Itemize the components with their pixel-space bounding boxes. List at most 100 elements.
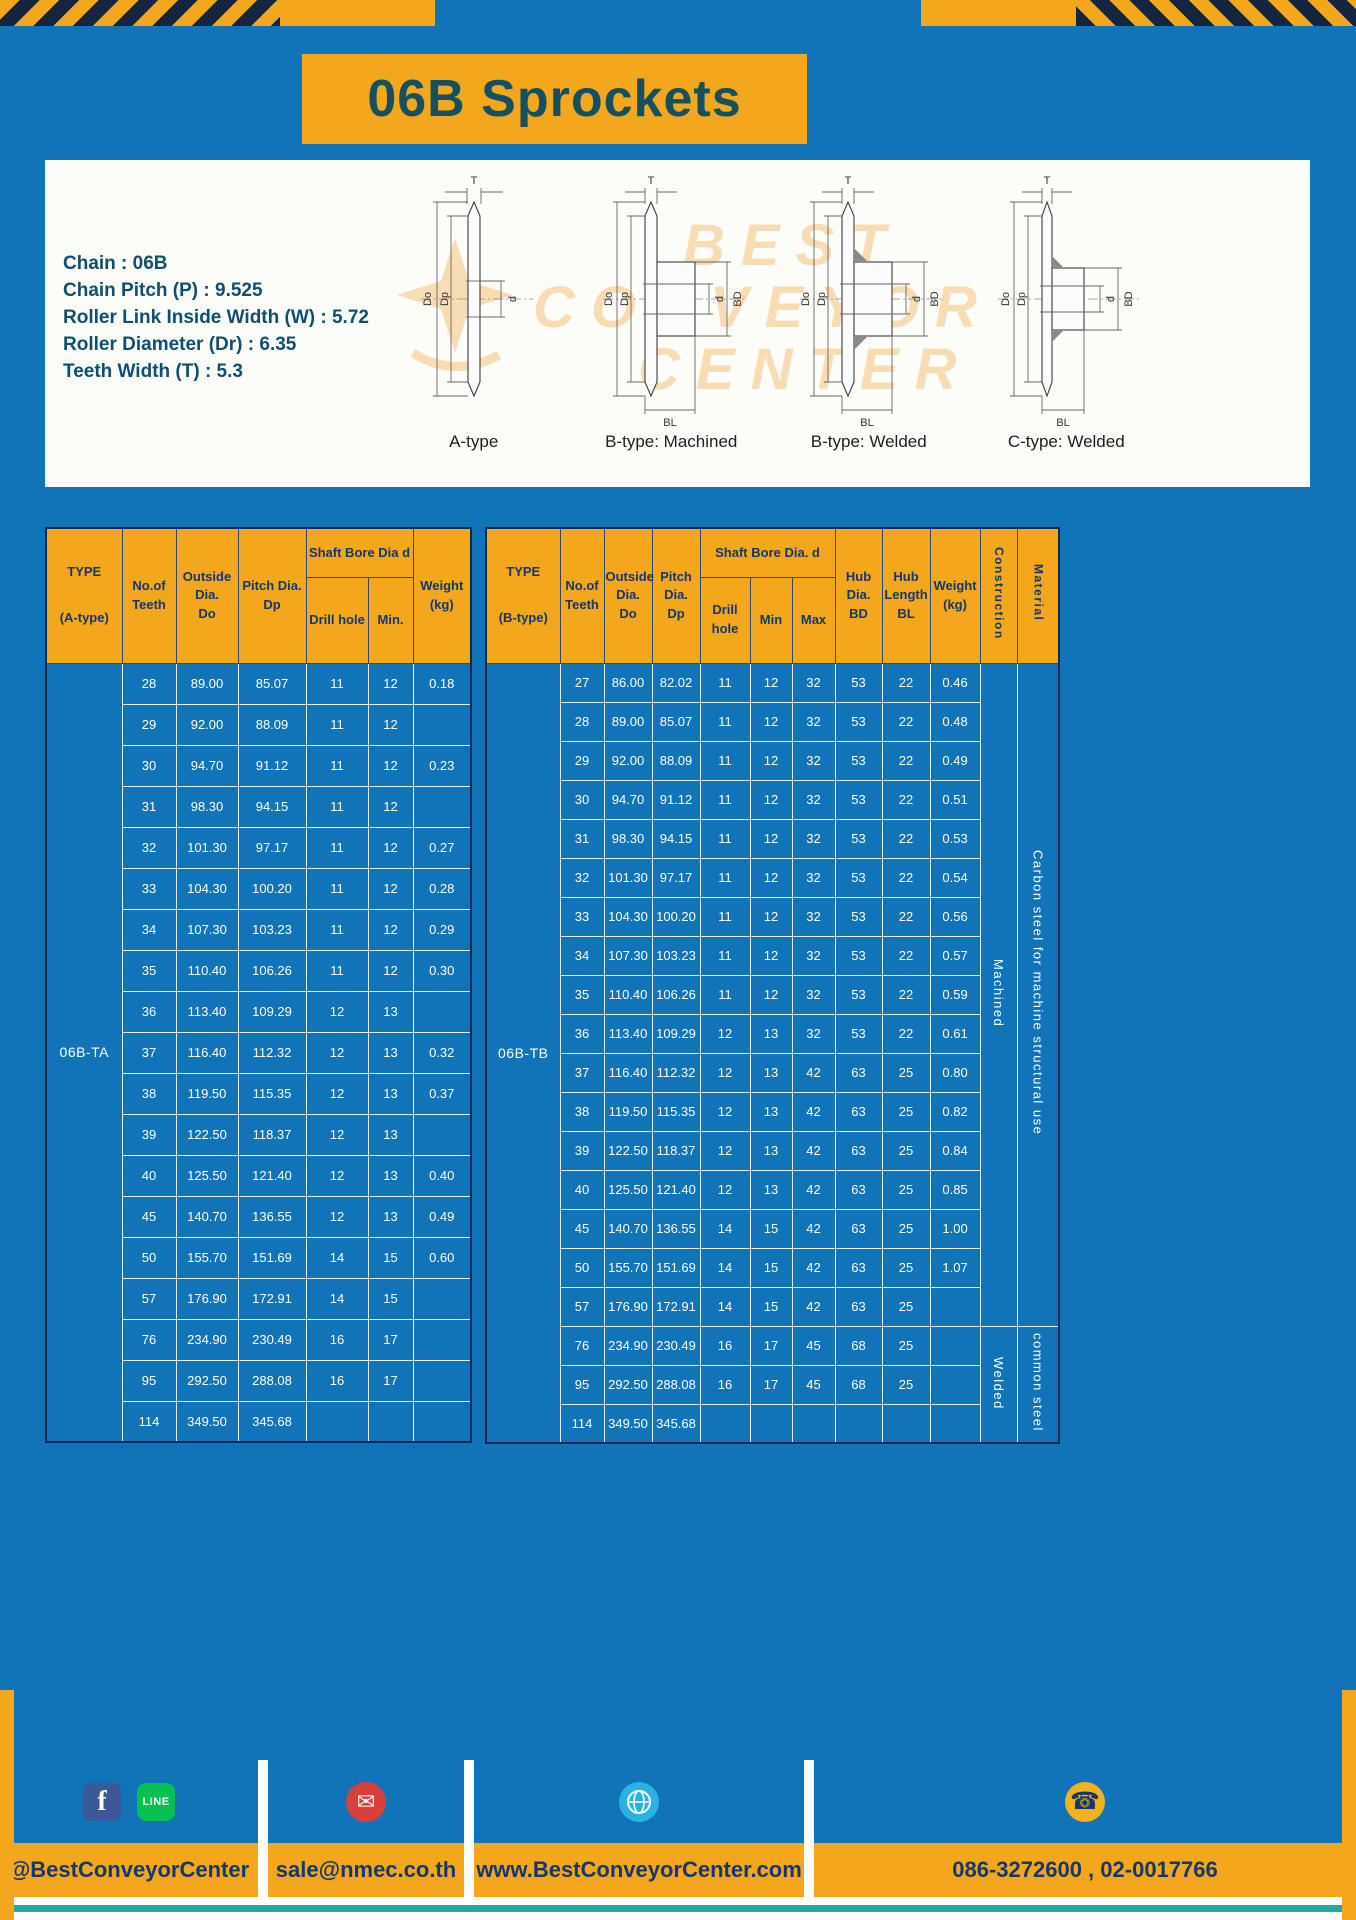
table-cell: 63 [834,1286,883,1327]
table-cell: 103.23 [651,935,701,976]
table-row: 31 98.30 94.15 11 12 [46,785,472,828]
footer: f LINE @BestConveyorCenter ✉ sale@nmec.c… [0,1760,1356,1897]
table-cell: 22 [881,740,931,781]
social-handle[interactable]: @BestConveyorCenter [8,1857,250,1882]
table-cell: 12 [749,662,793,703]
table-cell: 151.69 [651,1247,701,1288]
table-cell: 91.12 [651,779,701,820]
table-cell: 13 [367,1154,414,1197]
table-cell: 14 [699,1247,751,1288]
table-cell: 110.40 [175,949,239,992]
table-cell: 11 [699,935,751,976]
svg-text:d: d [1105,296,1117,302]
spec-line-pitch: Chain Pitch (P) : 9.525 [63,280,263,301]
table-cell: 97.17 [651,857,701,898]
footer-icons-social: f LINE [0,1760,258,1843]
table-cell: 50 [559,1247,605,1288]
facebook-icon[interactable]: f [83,1782,121,1821]
span-cell: Machined [979,662,1018,1327]
email-address[interactable]: sale@nmec.co.th [275,1857,457,1882]
table-cell: 0.29 [412,908,472,951]
table-cell: 91.12 [237,744,307,787]
table-cell: 0.48 [929,701,981,742]
table-cell: 116.40 [175,1031,239,1074]
table-b-body: 06B-TB 27 86.00 82.02 11 12 32 53 22 0.46 Machined… [485,662,1060,1444]
table-cell [412,703,472,746]
table-cell: 12 [367,908,414,951]
website-url[interactable]: www.BestConveyorCenter.com [476,1857,802,1882]
spec-panel: BEST CONVEYOR CENTER Chain : 06B Chain P… [45,160,1310,487]
table-row: 35 110.40 106.26 11 12 32 53 22 0.59 [486,974,1059,1015]
globe-icon[interactable] [619,1781,659,1822]
col-header-construction: Construction [979,527,1018,664]
table-cell: 101.30 [603,857,653,898]
svg-text:BL: BL [663,417,676,429]
table-cell: 94.70 [603,779,653,820]
table-cell: 12 [749,701,793,742]
table-row: 45 140.70 136.55 14 15 42 63 25 1.00 [486,1208,1059,1249]
svg-text:Dp: Dp [816,292,828,306]
table-cell: 12 [367,785,414,828]
table-cell: 0.49 [929,740,981,781]
table-b-type: TYPE (B-type) No.of Teeth Outside Dia. D… [485,527,1061,1445]
col-header-type: TYPE (B-type) [485,527,561,664]
svg-text:Dp: Dp [439,292,451,306]
figure-b-type-welded: T Do Dp d BD [770,168,968,483]
table-cell: 22 [881,974,931,1015]
b-type-welded-drawing: T Do Dp d BD [800,175,945,429]
table-cell: 14 [305,1277,369,1320]
email-icon[interactable]: ✉ [346,1781,386,1822]
col-header-hub-length: Hub Length BL [881,527,931,664]
table-row: 40 125.50 121.40 12 13 0.40 [46,1154,472,1197]
line-icon[interactable]: LINE [137,1782,175,1821]
table-row: 06B-TB 27 86.00 82.02 11 12 32 53 22 0.46 Machined… [485,662,1060,1444]
col-header-teeth: No.of Teeth [559,527,605,664]
spec-line-chain: Chain : 06B [63,253,168,274]
table-row: 114 349.50 345.68 [486,1403,1059,1444]
table-cell: 32 [559,857,605,898]
table-cell: 63 [834,1052,883,1093]
table-cell: 32 [791,740,836,781]
phone-icon[interactable]: ☎ [1065,1781,1105,1822]
table-cell: 112.32 [651,1052,701,1093]
table-row: 40 125.50 121.40 12 13 42 63 25 0.85 [486,1169,1059,1210]
table-cell: 104.30 [175,867,239,910]
col-header-weight: Weight (kg) [412,527,472,664]
table-cell: 76 [559,1325,605,1366]
table-cell: 42 [791,1130,836,1171]
table-cell: 0.40 [412,1154,472,1197]
table-cell: 13 [367,1195,414,1238]
table-cell: 25 [881,1169,931,1210]
phone-numbers[interactable]: 086-3272600 , 02-0017766 [952,1857,1218,1882]
table-cell: 0.30 [412,949,472,992]
table-cell: 0.46 [929,662,981,703]
table-cell [929,1325,981,1366]
table-cell: 106.26 [237,949,307,992]
table-cell: 0.59 [929,974,981,1015]
table-row: 36 113.40 109.29 12 13 [46,990,472,1033]
col-header-drill-hole: Drill hole [699,576,751,664]
table-cell: 0.82 [929,1091,981,1132]
table-cell: 12 [749,857,793,898]
table-cell [791,1403,836,1444]
table-cell: 11 [305,949,369,992]
top-accent-right [921,0,1076,26]
table-cell: 98.30 [175,785,239,828]
table-cell: 53 [834,857,883,898]
table-cell: 0.18 [412,662,472,705]
table-cell [412,990,472,1033]
svg-text:BD: BD [732,291,744,306]
table-cell: 25 [881,1247,931,1288]
table-cell: 12 [699,1130,751,1171]
table-row: 30 94.70 91.12 11 12 0.23 [46,744,472,787]
table-cell: 12 [305,1031,369,1074]
table-cell: 63 [834,1247,883,1288]
col-header-min: Min. [367,576,414,664]
table-cell: 115.35 [651,1091,701,1132]
table-cell: 40 [121,1154,177,1197]
table-cell: 349.50 [175,1400,239,1443]
table-cell: 42 [791,1286,836,1327]
table-cell [881,1403,931,1444]
col-header-pitch-dia: Pitch Dia. Dp [651,527,701,664]
table-cell: 113.40 [175,990,239,1033]
